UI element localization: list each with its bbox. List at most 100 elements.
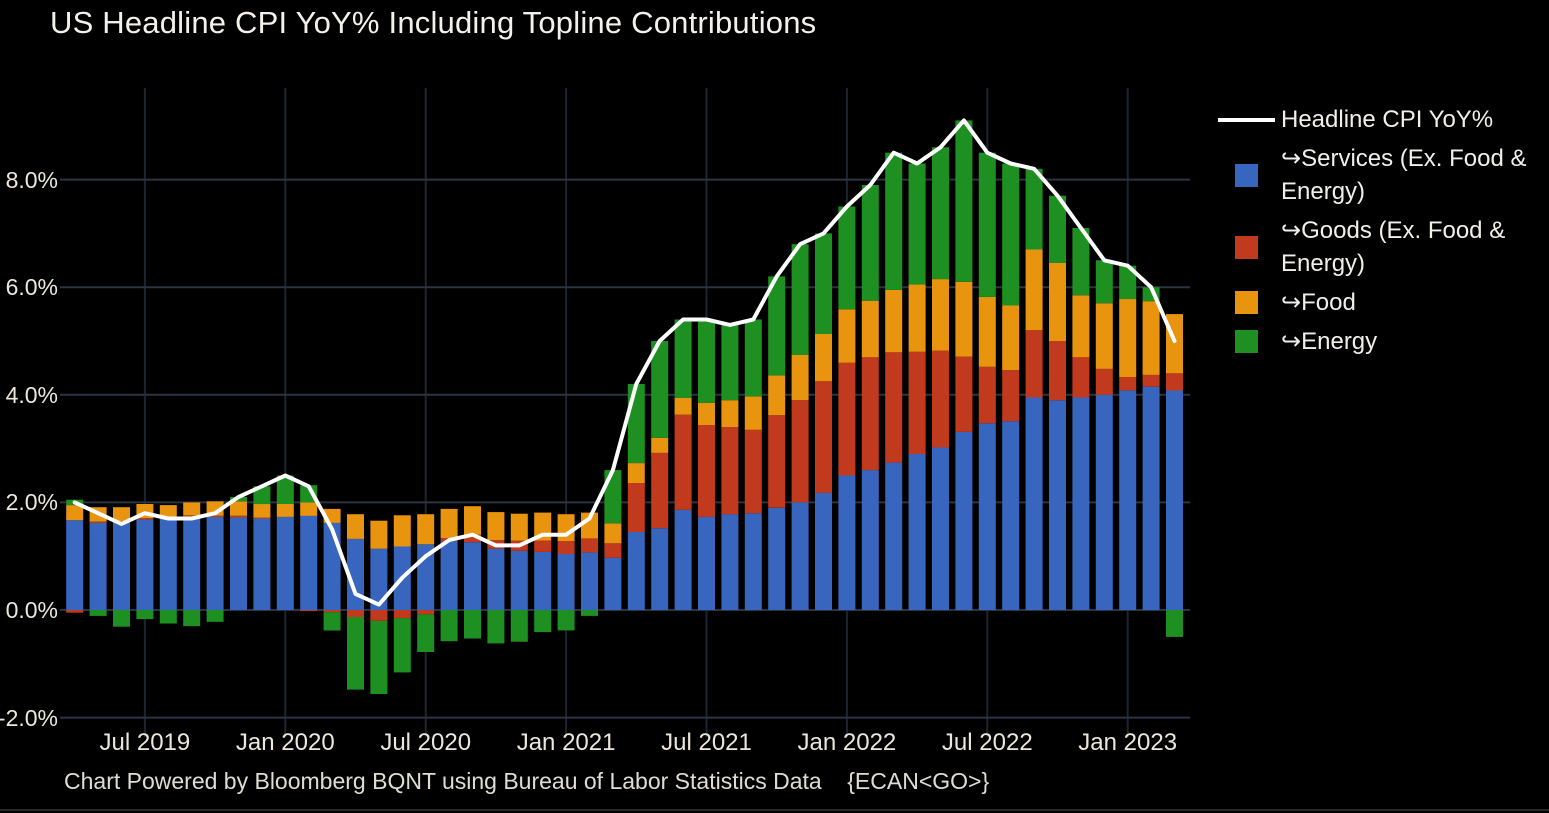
bar-segment-goods (89, 521, 107, 523)
bar-segment-services (159, 518, 177, 610)
bar-segment-energy (1166, 610, 1183, 637)
bar-segment-energy (768, 276, 786, 376)
bar-segment-food (276, 504, 294, 517)
bar-segment-energy (440, 610, 458, 642)
bar-segment-energy (721, 324, 739, 401)
bar-segment-services (1142, 386, 1160, 610)
bar-segment-food (1025, 249, 1043, 331)
bar-segment-food (1142, 301, 1160, 375)
bar-segment-services (815, 492, 832, 610)
y-axis-label: -2.0% (0, 704, 58, 731)
bar-segment-services (768, 507, 786, 610)
bar-segment-goods (230, 515, 247, 518)
bar-segment-goods (1095, 369, 1113, 395)
bar-segment-goods (721, 427, 739, 515)
bar-segment-services (300, 515, 318, 610)
x-axis-label: Jan 2022 (797, 729, 897, 756)
bar-segment-goods (393, 610, 411, 619)
bar-segment-energy (417, 614, 435, 652)
legend-item-goods: ↪Goods (Ex. Food & Energy) (1212, 214, 1549, 280)
bar-segment-food (464, 506, 481, 535)
bar-segment-goods (183, 515, 201, 518)
bar-segment-food (347, 514, 364, 539)
bar-segment-goods (347, 610, 364, 617)
bar-segment-services (89, 522, 107, 610)
bar-segment-services (276, 516, 294, 610)
bar-segment-food (815, 334, 832, 382)
y-axis-label: 0.0% (5, 597, 58, 623)
bar-segment-energy (1025, 168, 1043, 250)
bar-segment-goods (1002, 370, 1020, 422)
bar-segment-energy (1095, 260, 1113, 304)
bar-segment-goods (1072, 357, 1090, 398)
bar-segment-energy (627, 384, 645, 464)
bar-segment-services (370, 548, 388, 610)
bar-segment-food (791, 355, 809, 401)
bar-segment-goods (300, 610, 318, 612)
bar-segment-services (698, 516, 715, 610)
bar-segment-food (721, 400, 739, 428)
bar-segment-goods (627, 483, 645, 532)
bar-segment-energy (815, 233, 832, 334)
bar-segment-goods (534, 540, 552, 552)
bar-segment-goods (674, 414, 692, 510)
bar-segment-goods (417, 610, 435, 615)
bar-segment-goods (651, 452, 669, 529)
bar-segment-goods (1119, 377, 1137, 391)
y-axis-label: 8.0% (5, 166, 58, 193)
bar-segment-food (604, 523, 622, 544)
bar-segment-energy (908, 163, 926, 285)
bar-segment-energy (557, 610, 575, 631)
bar-segment-services (1049, 400, 1066, 610)
bar-segment-energy (253, 486, 271, 505)
bar-segment-food (768, 375, 786, 416)
bar-segment-energy (698, 319, 715, 403)
bar-segment-services (323, 522, 341, 610)
bar-segment-goods (557, 541, 575, 554)
bar-segment-services (183, 517, 201, 610)
bar-segment-services (978, 423, 996, 610)
bar-segment-services (838, 475, 856, 610)
bar-segment-goods (323, 610, 341, 613)
bar-segment-goods (791, 400, 809, 503)
bar-segment-goods (1049, 341, 1066, 401)
bar-segment-energy (113, 610, 130, 627)
bar-segment-services (651, 528, 669, 610)
bar-segment-goods (978, 366, 996, 424)
bar-segment-services (534, 551, 552, 610)
bar-segment-food (861, 300, 879, 358)
legend-label: ↪Energy (1281, 328, 1378, 355)
bar-segment-services (464, 542, 481, 610)
bar-segment-goods (604, 543, 622, 558)
bar-segment-energy (370, 620, 388, 694)
bottom-divider (0, 809, 1549, 811)
bar-segment-goods (698, 424, 715, 517)
x-axis-label: Jan 2023 (1078, 729, 1178, 756)
chart-legend: Headline CPI YoY% ↪Services (Ex. Food & … (1212, 103, 1549, 358)
bar-segment-services (510, 550, 528, 610)
bar-segment-goods (581, 538, 598, 553)
bar-segment-energy (1072, 228, 1090, 296)
bar-segment-food (674, 398, 692, 415)
bar-segment-goods (136, 518, 154, 520)
bar-segment-food (253, 504, 271, 518)
bar-segment-services (206, 516, 224, 610)
bar-segment-energy (791, 244, 809, 355)
bar-segment-services (487, 548, 505, 610)
bar-segment-energy (1119, 265, 1137, 300)
bar-segment-goods (66, 610, 84, 613)
bar-segment-goods (253, 517, 271, 519)
bar-segment-energy (159, 610, 177, 624)
bar-segment-services (674, 509, 692, 610)
x-axis-label: Jul 2022 (941, 729, 1033, 756)
bar-segment-services (253, 518, 271, 610)
legend-line-swatch (1217, 117, 1275, 122)
bar-segment-services (1025, 397, 1043, 610)
bar-segment-energy (206, 610, 224, 622)
bar-segment-food (1072, 295, 1090, 358)
legend-swatch-services (1234, 163, 1258, 187)
bar-segment-services (1119, 390, 1137, 610)
legend-swatch-food (1234, 291, 1258, 314)
bar-segment-services (440, 541, 458, 610)
bar-segment-energy (651, 341, 669, 438)
